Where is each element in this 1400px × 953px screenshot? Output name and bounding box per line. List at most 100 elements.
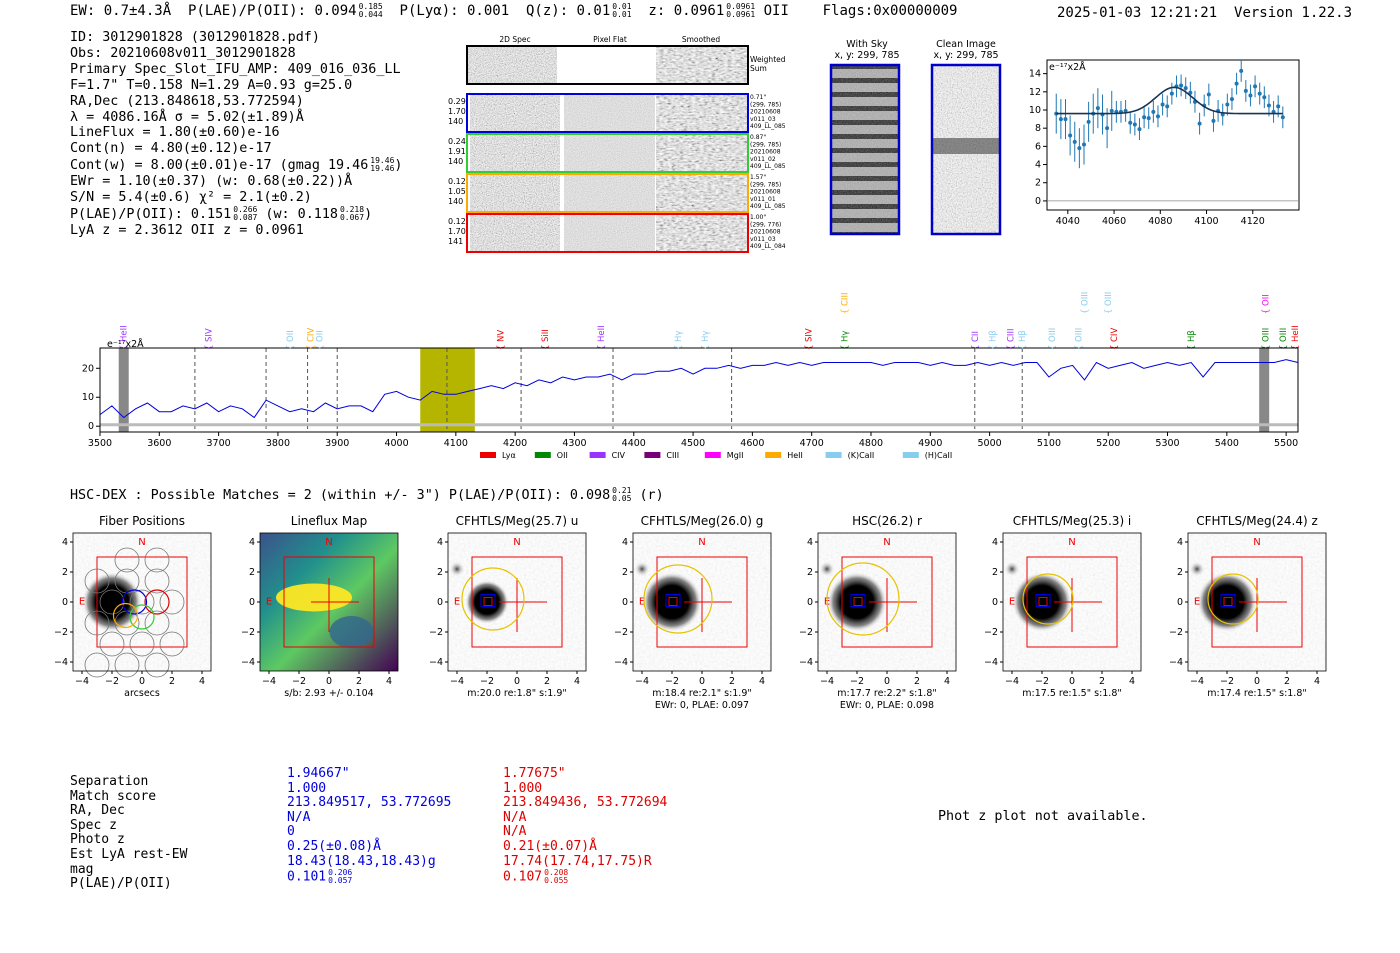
spec-x-tick-label: 4300: [562, 438, 586, 449]
legend-label: Lyα: [502, 451, 516, 460]
match-labels: Separation Match score RA, Dec Spec z Photo …: [70, 773, 187, 892]
thumbnail-fiber: Fiber Positions N E −4 4 −2 2 0 0 2 −2 4 −4 arcsecs: [54, 514, 212, 699]
spectrum-spectrum-line: [99, 359, 1299, 419]
spec-x-tick-label: 4400: [622, 438, 646, 449]
spec-x-tick-label: 5400: [1215, 438, 1239, 449]
legend-label: (K)CaII: [848, 451, 875, 460]
selected-fiber: [112, 602, 139, 629]
spectral-line-label: CII: [971, 331, 981, 342]
thumb-x-tick-label: 4: [574, 676, 580, 687]
legend-label: OII: [557, 451, 568, 460]
thumb-y-tick-label: 4: [1177, 537, 1183, 548]
with-sky-image: [829, 63, 901, 236]
north-label: N: [883, 537, 890, 548]
zoom-point: [1169, 91, 1174, 96]
match-value: 1.000: [287, 780, 327, 796]
neighbor-source: [1004, 561, 1020, 577]
zoom-point: [1142, 115, 1147, 120]
thumb-x-tick-label: 0: [1069, 676, 1075, 687]
neighbor-source: [449, 561, 465, 577]
spec-x-tick-label: 4100: [444, 438, 468, 449]
spectral-line-label: Hγ: [840, 331, 850, 342]
thumb-x-tick-label: 0: [699, 676, 705, 687]
header-z: z: 0.0961: [648, 3, 725, 19]
neighbor-source: [634, 561, 650, 577]
legend-swatch: [902, 452, 919, 458]
thumb-x-tick-label: 0: [514, 676, 520, 687]
zoom-point: [1211, 118, 1216, 123]
thumb-y-tick-label: −4: [429, 657, 443, 668]
spec-x-tick-label: 4200: [503, 438, 527, 449]
spectral-line-label: HeII: [597, 325, 607, 342]
match-red-values: 1.77675" 1.000 213.849436, 53.772694 N/A N/A…: [503, 766, 668, 886]
zoom-y-tick-label: 8: [1035, 123, 1041, 134]
thumbnail-img: CFHTLS/Meg(24.4) zNE−44−22002−24−4m:17.4…: [1169, 514, 1327, 699]
spec-x-tick-label: 5000: [978, 438, 1002, 449]
spec-x-tick-label: 4600: [740, 438, 764, 449]
thumb-x-tick-label: 2: [914, 676, 920, 687]
east-label: E: [639, 596, 645, 607]
east-label: E: [79, 596, 85, 607]
search-box: [471, 556, 563, 648]
thumbnail-caption: m:18.4 re:2.1" s:1.9": [652, 688, 752, 699]
thumbnail-caption: m:20.0 re:1.8" s:1.9": [467, 688, 567, 699]
thumbnail-title: CFHTLS/Meg(24.4) z: [1196, 514, 1318, 528]
fiber-circle: [159, 631, 185, 657]
thumb-y-tick-label: 0: [249, 597, 255, 608]
match-value: 0.21(±0.07)Å: [503, 838, 597, 854]
highlight-band: [420, 348, 475, 432]
cutout-detail: 20210608: [750, 189, 781, 196]
cutout-detail: 409_LL_085: [750, 123, 786, 130]
zoom-x-tick-label: 4040: [1056, 216, 1080, 227]
cutout-stat: 141: [448, 237, 463, 246]
thumbnail-title: HSC(26.2) r: [852, 514, 922, 528]
match-value: N/A: [503, 809, 527, 825]
thumbnail-title: Fiber Positions: [99, 514, 185, 528]
zoom-point: [1239, 68, 1244, 73]
spectral-line-tick: {: [1075, 345, 1085, 350]
spectral-line-label: CIII: [840, 293, 850, 306]
fiber-circle: [144, 610, 170, 636]
header-datetime: 2025-01-03 12:21:21: [1057, 5, 1218, 21]
thumb-x-tick-label: −2: [665, 676, 679, 687]
match-value: 213.849436, 53.772694: [503, 795, 668, 811]
thumbnail-img: CFHTLS/Meg(25.3) iNE−44−22002−24−4m:17.5…: [984, 514, 1142, 699]
search-box: [96, 556, 188, 648]
thumb-x-tick-label: −4: [1005, 676, 1019, 687]
match-value: 1.000: [503, 780, 543, 796]
legend-swatch: [825, 452, 842, 458]
with-sky-title: With Sky: [846, 39, 888, 50]
fiber-circle: [144, 547, 170, 573]
cutout-stat: 1.91: [448, 147, 466, 156]
info-sn: S/N = 5.4(±0.6) χ² = 2.1(±0.2): [70, 190, 312, 206]
match-blue-values: 1.94667" 1.000 213.849517, 53.772695 N/A 0 0.…: [287, 766, 451, 885]
spectrum-frame: [99, 347, 1299, 433]
cutout-detail: 409_LL_085: [750, 163, 786, 170]
selected-fiber: [144, 589, 170, 615]
full-unit-label: e⁻¹⁷x2Å: [107, 338, 144, 350]
zoom-point: [1086, 119, 1091, 124]
selected-fiber: [129, 604, 155, 630]
cutout-detail: 20210608: [750, 149, 781, 156]
col-pixel-flat: Pixel Flat: [593, 35, 627, 44]
spec-x-tick-label: 4800: [859, 438, 883, 449]
thumb-x-tick-label: −2: [1220, 676, 1234, 687]
spec-x-tick-label: 3600: [147, 438, 171, 449]
spectral-line-tick: {: [315, 345, 325, 350]
spec-2d-cutouts: 2D Spec Pixel Flat Smoothed Weighted Sum…: [448, 35, 786, 253]
legend-swatch: [480, 452, 496, 458]
fiber-circle: [144, 652, 170, 678]
header-ew: EW: 0.7±4.3Å: [70, 3, 172, 19]
match-box-blue: [1220, 594, 1236, 607]
thumb-x-tick-label: 0: [1254, 676, 1260, 687]
cutout-stat: 0.12: [448, 217, 466, 226]
info-id: ID: 3012901828 (3012901828.pdf): [70, 30, 320, 45]
info-cont-w: Cont(w) = 8.00(±0.01)e-17 (gmag 19.46 19.…: [70, 156, 403, 174]
source-blob: [82, 572, 142, 632]
match-value: 0.107 0.208 0.055: [503, 868, 569, 886]
header-z-line: OII: [763, 3, 789, 19]
thumb-x-tick-label: 4: [386, 676, 392, 687]
zoom-point: [1137, 127, 1142, 132]
spec-x-tick-label: 5100: [1037, 438, 1061, 449]
